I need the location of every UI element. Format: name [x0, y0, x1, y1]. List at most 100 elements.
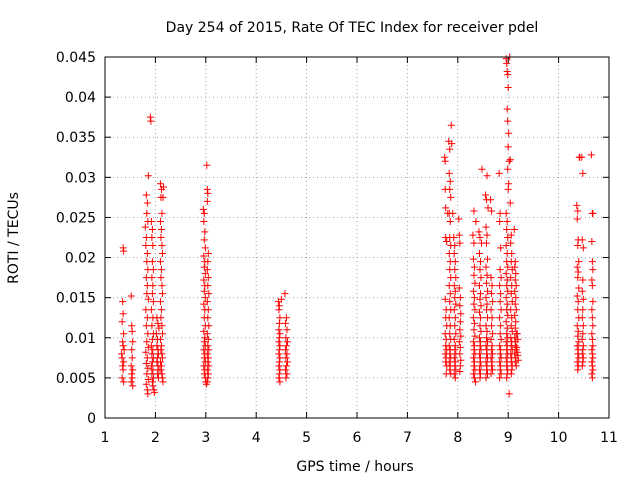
data-point-plus [503, 225, 511, 233]
data-point-plus [446, 145, 454, 153]
data-point-plus [503, 374, 511, 382]
data-point-plus [282, 342, 290, 350]
data-point-plus [476, 338, 484, 346]
data-point-plus [148, 290, 156, 298]
data-point-plus [487, 354, 495, 362]
data-point-plus [507, 239, 515, 247]
data-point-plus [147, 362, 155, 370]
data-point-plus [477, 346, 485, 354]
data-point-plus [488, 346, 496, 354]
data-point-plus [574, 298, 582, 306]
data-point-plus [488, 207, 496, 215]
data-point-plus [511, 287, 519, 295]
data-point-plus [450, 370, 458, 378]
data-point-plus [276, 354, 284, 362]
x-tick-label: 11 [600, 430, 618, 446]
data-point-plus [275, 306, 283, 314]
y-tick-label: 0.035 [56, 130, 96, 146]
data-point-plus [496, 282, 504, 290]
data-point-plus [476, 290, 484, 298]
data-point-plus [157, 274, 165, 282]
data-point-plus [507, 231, 515, 239]
data-point-plus [482, 223, 490, 231]
data-point-plus [452, 366, 460, 374]
data-point-plus [470, 346, 478, 354]
data-point-plus [120, 247, 128, 255]
data-point-plus [203, 197, 211, 205]
data-point-plus [514, 351, 522, 359]
data-point-plus [579, 330, 587, 338]
data-point-plus [578, 350, 586, 358]
data-point-plus [511, 263, 519, 271]
data-point-plus [470, 300, 478, 308]
data-point-plus [513, 343, 521, 351]
x-tick-label: 2 [151, 430, 160, 446]
data-point-plus [128, 374, 136, 382]
data-point-plus [142, 348, 150, 356]
data-point-plus [283, 338, 291, 346]
data-point-plus [483, 279, 491, 287]
data-point-plus [204, 335, 212, 343]
data-point-plus [496, 330, 504, 338]
x-axis-label: GPS time / hours [296, 459, 413, 475]
data-point-plus [201, 294, 209, 302]
data-point-plus [200, 217, 208, 225]
y-axis-label: ROTI / TECUs [6, 192, 22, 284]
data-point-plus [573, 292, 581, 300]
data-point-plus [203, 350, 211, 358]
data-point-plus [489, 350, 497, 358]
data-point-plus [452, 300, 460, 308]
data-point-plus [156, 258, 164, 266]
data-point-plus [450, 354, 458, 362]
data-point-plus [477, 274, 485, 282]
data-point-plus [497, 335, 505, 343]
data-point-plus [203, 161, 211, 169]
data-point-plus [127, 378, 135, 386]
data-point-plus [588, 282, 596, 290]
data-point-plus [149, 298, 157, 306]
data-point-plus [469, 287, 477, 295]
data-point-plus [156, 298, 164, 306]
data-point-plus [478, 165, 486, 173]
data-point-plus [503, 67, 511, 75]
data-point-plus [446, 330, 454, 338]
data-point-plus [128, 327, 136, 335]
data-point-plus [476, 322, 484, 330]
data-point-plus [200, 276, 208, 284]
data-point-plus [455, 338, 463, 346]
data-point-plus [504, 311, 512, 319]
data-point-plus [149, 366, 157, 374]
data-point-plus [452, 330, 460, 338]
data-point-plus [157, 234, 165, 241]
data-point-plus [511, 311, 519, 319]
data-point-plus [456, 239, 464, 247]
data-point-plus [496, 342, 504, 350]
data-point-plus [502, 270, 510, 278]
data-point-plus [281, 346, 289, 354]
data-point-plus [158, 374, 166, 382]
data-point-plus [452, 274, 460, 282]
data-point-plus [573, 201, 581, 209]
data-point-plus [451, 358, 459, 366]
data-point-plus [484, 255, 492, 263]
data-point-plus [588, 358, 596, 366]
data-point-plus [455, 231, 463, 239]
data-point-plus [506, 199, 514, 207]
y-tick-label: 0.01 [65, 331, 96, 347]
data-point-plus [282, 362, 290, 370]
data-point-plus [149, 282, 157, 290]
data-point-plus [488, 314, 496, 322]
data-point-plus [457, 332, 465, 340]
data-point-plus [120, 330, 128, 338]
data-point-plus [588, 346, 596, 354]
data-point-plus [497, 322, 505, 330]
data-point-plus [456, 362, 464, 370]
data-point-plus [441, 295, 449, 303]
data-point-plus [511, 358, 519, 366]
x-tick-label: 8 [453, 430, 462, 446]
data-point-plus [502, 242, 510, 250]
data-point-plus [476, 370, 484, 378]
data-point-plus [470, 294, 478, 302]
data-point-plus [159, 193, 167, 201]
